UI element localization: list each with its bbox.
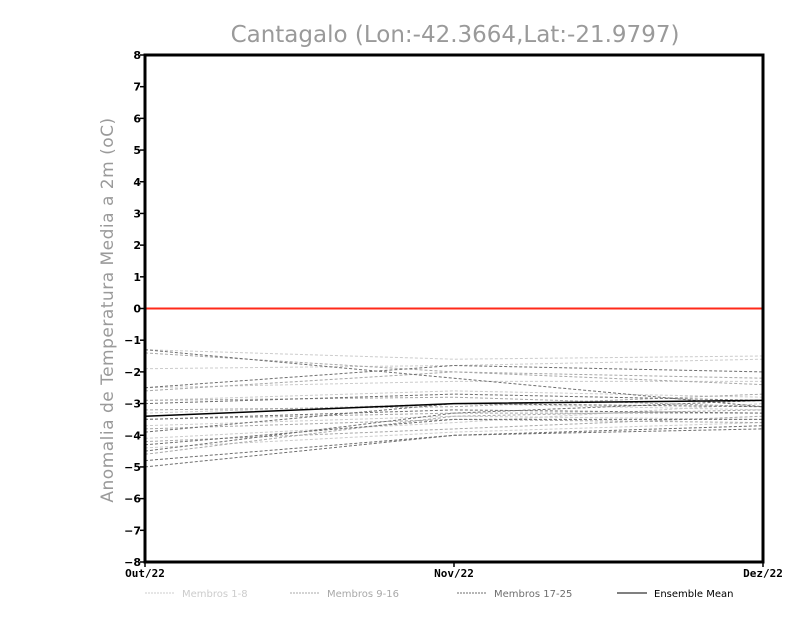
ensemble-mean-line [144, 399, 764, 417]
member-line-14 [144, 418, 764, 430]
member-line-13 [144, 412, 763, 420]
y-tick-label: 5 [133, 144, 141, 157]
y-axis-label: Anomalia de Temperatura Media a 2m (oC) [98, 117, 118, 502]
legend-label-mean: Ensemble Mean [654, 589, 733, 600]
y-tick-label: 3 [133, 207, 141, 220]
series-layer [144, 349, 764, 468]
member-line-19 [144, 393, 764, 405]
x-tick-label: Out/22 [125, 567, 165, 580]
member-line-18 [144, 364, 764, 389]
y-tick-label: −8 [124, 556, 141, 569]
member-line-9 [144, 352, 764, 379]
y-tick-label: 8 [133, 49, 141, 62]
legend-label-g2: Membros 9-16 [327, 589, 399, 600]
y-tick-label: 2 [133, 239, 141, 252]
legend-label-g1: Membros 1-8 [182, 589, 248, 600]
x-ticks: Out/22 Nov/22 Dez/22 [125, 562, 783, 580]
y-tick-label: −6 [124, 493, 141, 506]
y-tick-label: −3 [124, 398, 141, 411]
member-line-4 [144, 390, 764, 401]
member-line-6 [144, 415, 764, 427]
y-tick-label: 1 [133, 271, 141, 284]
y-tick-label: −5 [124, 461, 141, 474]
member-line-2 [144, 358, 764, 370]
member-line-15 [144, 415, 764, 443]
x-tick-label: Nov/22 [434, 567, 474, 580]
member-line-20 [144, 409, 764, 420]
y-tick-label: 0 [133, 303, 141, 316]
y-tick-label: −1 [124, 334, 141, 347]
member-line-17 [144, 349, 764, 408]
member-line-22 [144, 418, 763, 446]
y-tick-label: 4 [133, 176, 141, 189]
member-line-25 [144, 428, 764, 468]
chart-title: Cantagalo (Lon:-42.3664,Lat:-21.9797) [231, 22, 680, 48]
member-line-23 [144, 399, 764, 452]
member-line-8 [144, 422, 764, 449]
y-ticks: −8 −7 −6 −5 −4 −3 −2 −1 0 1 2 3 4 5 6 7 8 [124, 49, 145, 569]
member-line-7 [144, 403, 764, 439]
y-tick-label: −7 [124, 524, 141, 537]
y-tick-label: 6 [133, 112, 141, 125]
member-line-3 [144, 380, 763, 389]
member-line-5 [144, 403, 764, 414]
member-line-11 [144, 396, 764, 408]
legend-label-g3: Membros 17-25 [494, 589, 572, 600]
legend: Membros 1-8 Membros 9-16 Membros 17-25 Ense… [145, 589, 733, 600]
x-tick-label: Dez/22 [743, 567, 783, 580]
member-line-10 [144, 371, 764, 392]
y-tick-label: −4 [124, 429, 141, 442]
y-tick-label: 7 [133, 81, 141, 94]
member-line-1 [144, 349, 764, 360]
y-tick-label: −2 [124, 366, 141, 379]
